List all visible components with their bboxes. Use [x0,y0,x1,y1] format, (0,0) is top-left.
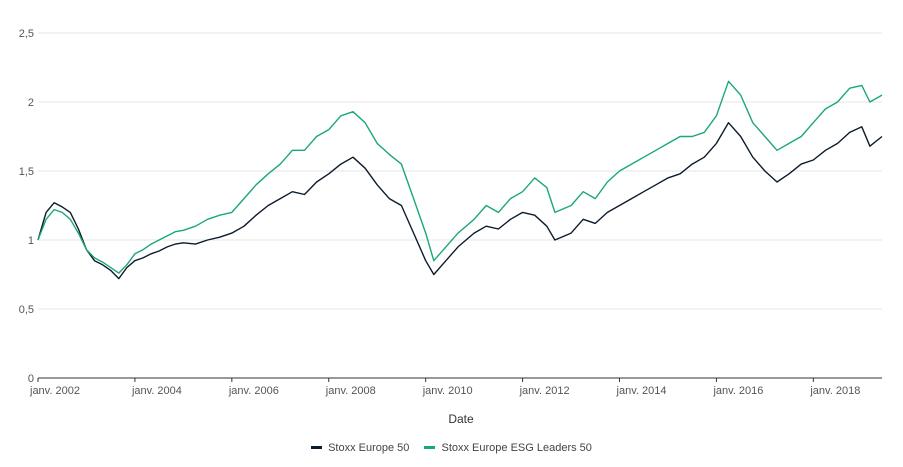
legend-item-stoxx-europe-50[interactable]: Stoxx Europe 50 [311,442,409,454]
y-tick-label: 1 [28,235,34,247]
x-tick-label: janv. 2008 [325,385,376,397]
series-line-stoxx-esg-leaders-50 [37,80,883,274]
y-tick-label: 1,5 [19,166,34,178]
x-tick-label: janv. 2006 [228,385,279,397]
x-tick-label: janv. 2004 [131,385,182,397]
legend-label: Stoxx Europe 50 [328,441,410,454]
x-tick-label: janv. 2012 [519,385,570,397]
x-tick-label: janv. 2016 [712,385,763,397]
legend-swatch-navy [311,446,323,449]
x-tick-label: janv. 2010 [422,385,473,397]
legend-item-stoxx-esg-leaders-50[interactable]: Stoxx Europe ESG Leaders 50 [424,441,592,454]
x-axis-title: Date [448,412,474,426]
y-tick-label: 2,5 [19,28,34,40]
x-tick-label: janv. 2018 [809,385,860,397]
x-tick-label: janv. 2014 [616,385,667,397]
legend-swatch-green [424,446,436,449]
line-chart: 0 0,5 1 1,5 2 2,5 janv. 2002 janv. 2004 janv. 2… [19,28,883,426]
series-line-stoxx-europe-50 [37,121,883,280]
y-tick-label: 0,5 [19,304,34,316]
legend: Stoxx Europe 50 Stoxx Europe ESG Leaders… [0,440,903,454]
legend-label: Stoxx Europe ESG Leaders 50 [441,441,592,454]
x-tick-label: janv. 2002 [29,385,80,397]
y-tick-label: 0 [28,373,34,385]
y-tick-label: 2 [28,97,34,109]
